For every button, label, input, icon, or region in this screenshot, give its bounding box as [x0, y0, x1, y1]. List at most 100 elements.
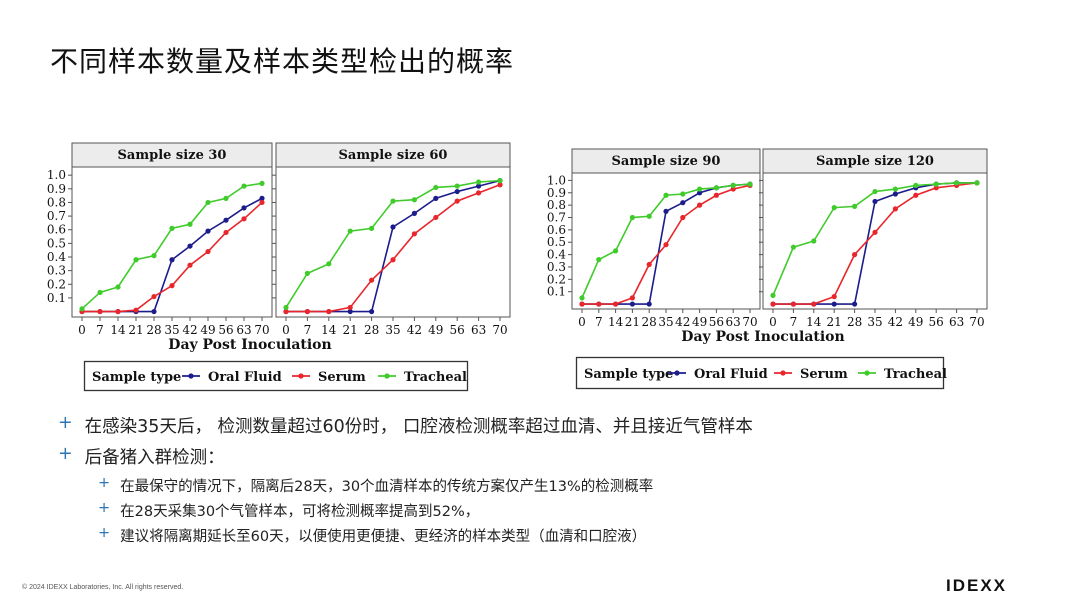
data-point-oral-fluid	[411, 210, 417, 216]
data-point-tracheal	[115, 284, 121, 290]
data-point-serum	[411, 231, 417, 237]
legend-marker-tracheal	[384, 373, 390, 379]
panel-title: Sample size 120	[816, 154, 934, 169]
data-point-tracheal	[697, 186, 703, 192]
x-tick-label: 28	[847, 315, 862, 329]
x-tick-label: 7	[790, 315, 798, 329]
y-tick-label: 0.5	[547, 235, 566, 249]
data-point-tracheal	[663, 192, 669, 198]
x-tick-label: 42	[888, 315, 903, 329]
data-point-tracheal	[913, 182, 919, 188]
x-tick-label: 35	[867, 315, 882, 329]
data-point-oral-fluid	[629, 301, 635, 307]
legend-marker-oral-fluid	[188, 373, 194, 379]
data-point-tracheal	[283, 304, 289, 311]
data-point-oral-fluid	[205, 228, 211, 234]
data-point-oral-fluid	[187, 243, 193, 249]
data-point-oral-fluid	[697, 190, 703, 196]
data-point-serum	[730, 186, 736, 192]
data-point-tracheal	[974, 180, 980, 186]
data-point-tracheal	[646, 213, 652, 219]
sub-bullet-item: + 在28天采集30个气管样本，可将检测概率提高到52%，	[98, 500, 753, 521]
legend-frame	[83, 360, 469, 392]
data-point-tracheal	[596, 256, 602, 263]
plus-bullet-icon: +	[98, 500, 111, 516]
y-tick-label: 0.8	[47, 195, 66, 209]
x-tick-label: 56	[709, 315, 724, 329]
data-point-oral-fluid	[390, 224, 396, 230]
data-point-tracheal	[770, 292, 776, 298]
y-tick-label: 0.3	[47, 264, 66, 278]
x-tick-label: 70	[969, 315, 984, 329]
x-tick-label: 21	[343, 323, 358, 337]
data-point-serum	[115, 308, 121, 315]
x-tick-label: 49	[692, 315, 707, 329]
panel-title: Sample size 60	[339, 148, 448, 163]
x-tick-label: 14	[321, 323, 337, 337]
slide-title: 不同样本数量及样本类型检出的概率	[50, 45, 515, 78]
legend-title: Sample type	[92, 370, 181, 385]
data-point-oral-fluid	[241, 205, 247, 211]
y-tick-label: 1.0	[547, 173, 566, 187]
y-tick-label: 0.4	[47, 250, 66, 264]
data-point-serum	[913, 192, 919, 198]
sub-bullet-text: 在28天采集30个气管样本，可将检测概率提高到52%，	[120, 504, 480, 520]
data-point-serum	[872, 229, 878, 235]
y-tick-label: 0.4	[547, 248, 566, 262]
data-point-serum	[347, 304, 353, 311]
data-point-tracheal	[79, 306, 85, 312]
panel-header	[275, 142, 511, 168]
data-point-tracheal	[954, 180, 960, 186]
chart-panel-sample-size-90: Sample size 90 0.10.20.30.40.50.60.70.80.…	[547, 148, 845, 345]
data-point-tracheal	[613, 248, 619, 254]
x-axis-title: Day Post Inoculation	[681, 329, 844, 345]
data-point-tracheal	[347, 228, 353, 234]
bullet-text: 在感染35天后， 检测数量超过60份时， 口腔液检测概率超过血清、并且接近气管样…	[84, 417, 753, 437]
x-tick-label: 0	[769, 315, 777, 329]
data-point-oral-fluid	[454, 188, 460, 195]
data-point-tracheal	[476, 179, 482, 185]
x-tick-label: 49	[428, 323, 443, 337]
sub-bullet-item: + 在最保守的情况下，隔离后28天，30个血清样本的传统方案仅产生13%的检测概…	[98, 475, 753, 496]
data-point-tracheal	[811, 238, 817, 244]
x-tick-label: 56	[929, 315, 944, 329]
y-tick-label: 0.2	[547, 272, 566, 286]
data-point-serum	[241, 216, 247, 222]
x-tick-label: 0	[78, 323, 86, 337]
data-point-tracheal	[933, 181, 939, 187]
plus-bullet-icon: +	[58, 413, 73, 433]
data-point-tracheal	[97, 289, 103, 296]
copyright-footer: © 2024 IDEXX Laboratories, Inc. All righ…	[22, 584, 184, 591]
series-line-tracheal	[581, 183, 751, 299]
data-point-serum	[790, 301, 796, 307]
series-line-serum	[82, 201, 263, 313]
data-point-oral-fluid	[433, 195, 439, 201]
series-line-serum	[286, 183, 501, 313]
data-point-tracheal	[433, 184, 439, 191]
x-tick-label: 42	[182, 323, 197, 337]
data-point-serum	[680, 214, 686, 221]
legend-frame	[575, 356, 945, 390]
legend-marker-tracheal	[864, 370, 870, 376]
data-point-serum	[579, 301, 585, 307]
x-tick-label: 42	[675, 315, 690, 329]
data-point-serum	[629, 295, 635, 301]
y-tick-label: 0.7	[47, 209, 66, 223]
data-point-tracheal	[831, 205, 837, 211]
data-point-oral-fluid	[476, 183, 482, 189]
data-point-serum	[892, 206, 898, 212]
data-point-serum	[811, 301, 817, 307]
x-tick-label: 63	[236, 323, 251, 337]
x-tick-label: 7	[96, 323, 104, 337]
data-point-oral-fluid	[223, 217, 229, 223]
y-tick-label: 1.0	[47, 168, 66, 182]
data-point-tracheal	[411, 197, 417, 203]
data-point-tracheal	[390, 198, 396, 204]
data-point-tracheal	[205, 199, 211, 206]
idexx-logo: IDEXX	[946, 576, 1008, 595]
y-tick-label: 0.5	[47, 236, 66, 250]
x-tick-label: 21	[128, 323, 143, 337]
data-point-tracheal	[326, 261, 332, 267]
legend-label-tracheal: Tracheal	[884, 367, 947, 382]
y-tick-label: 0.2	[47, 277, 66, 291]
